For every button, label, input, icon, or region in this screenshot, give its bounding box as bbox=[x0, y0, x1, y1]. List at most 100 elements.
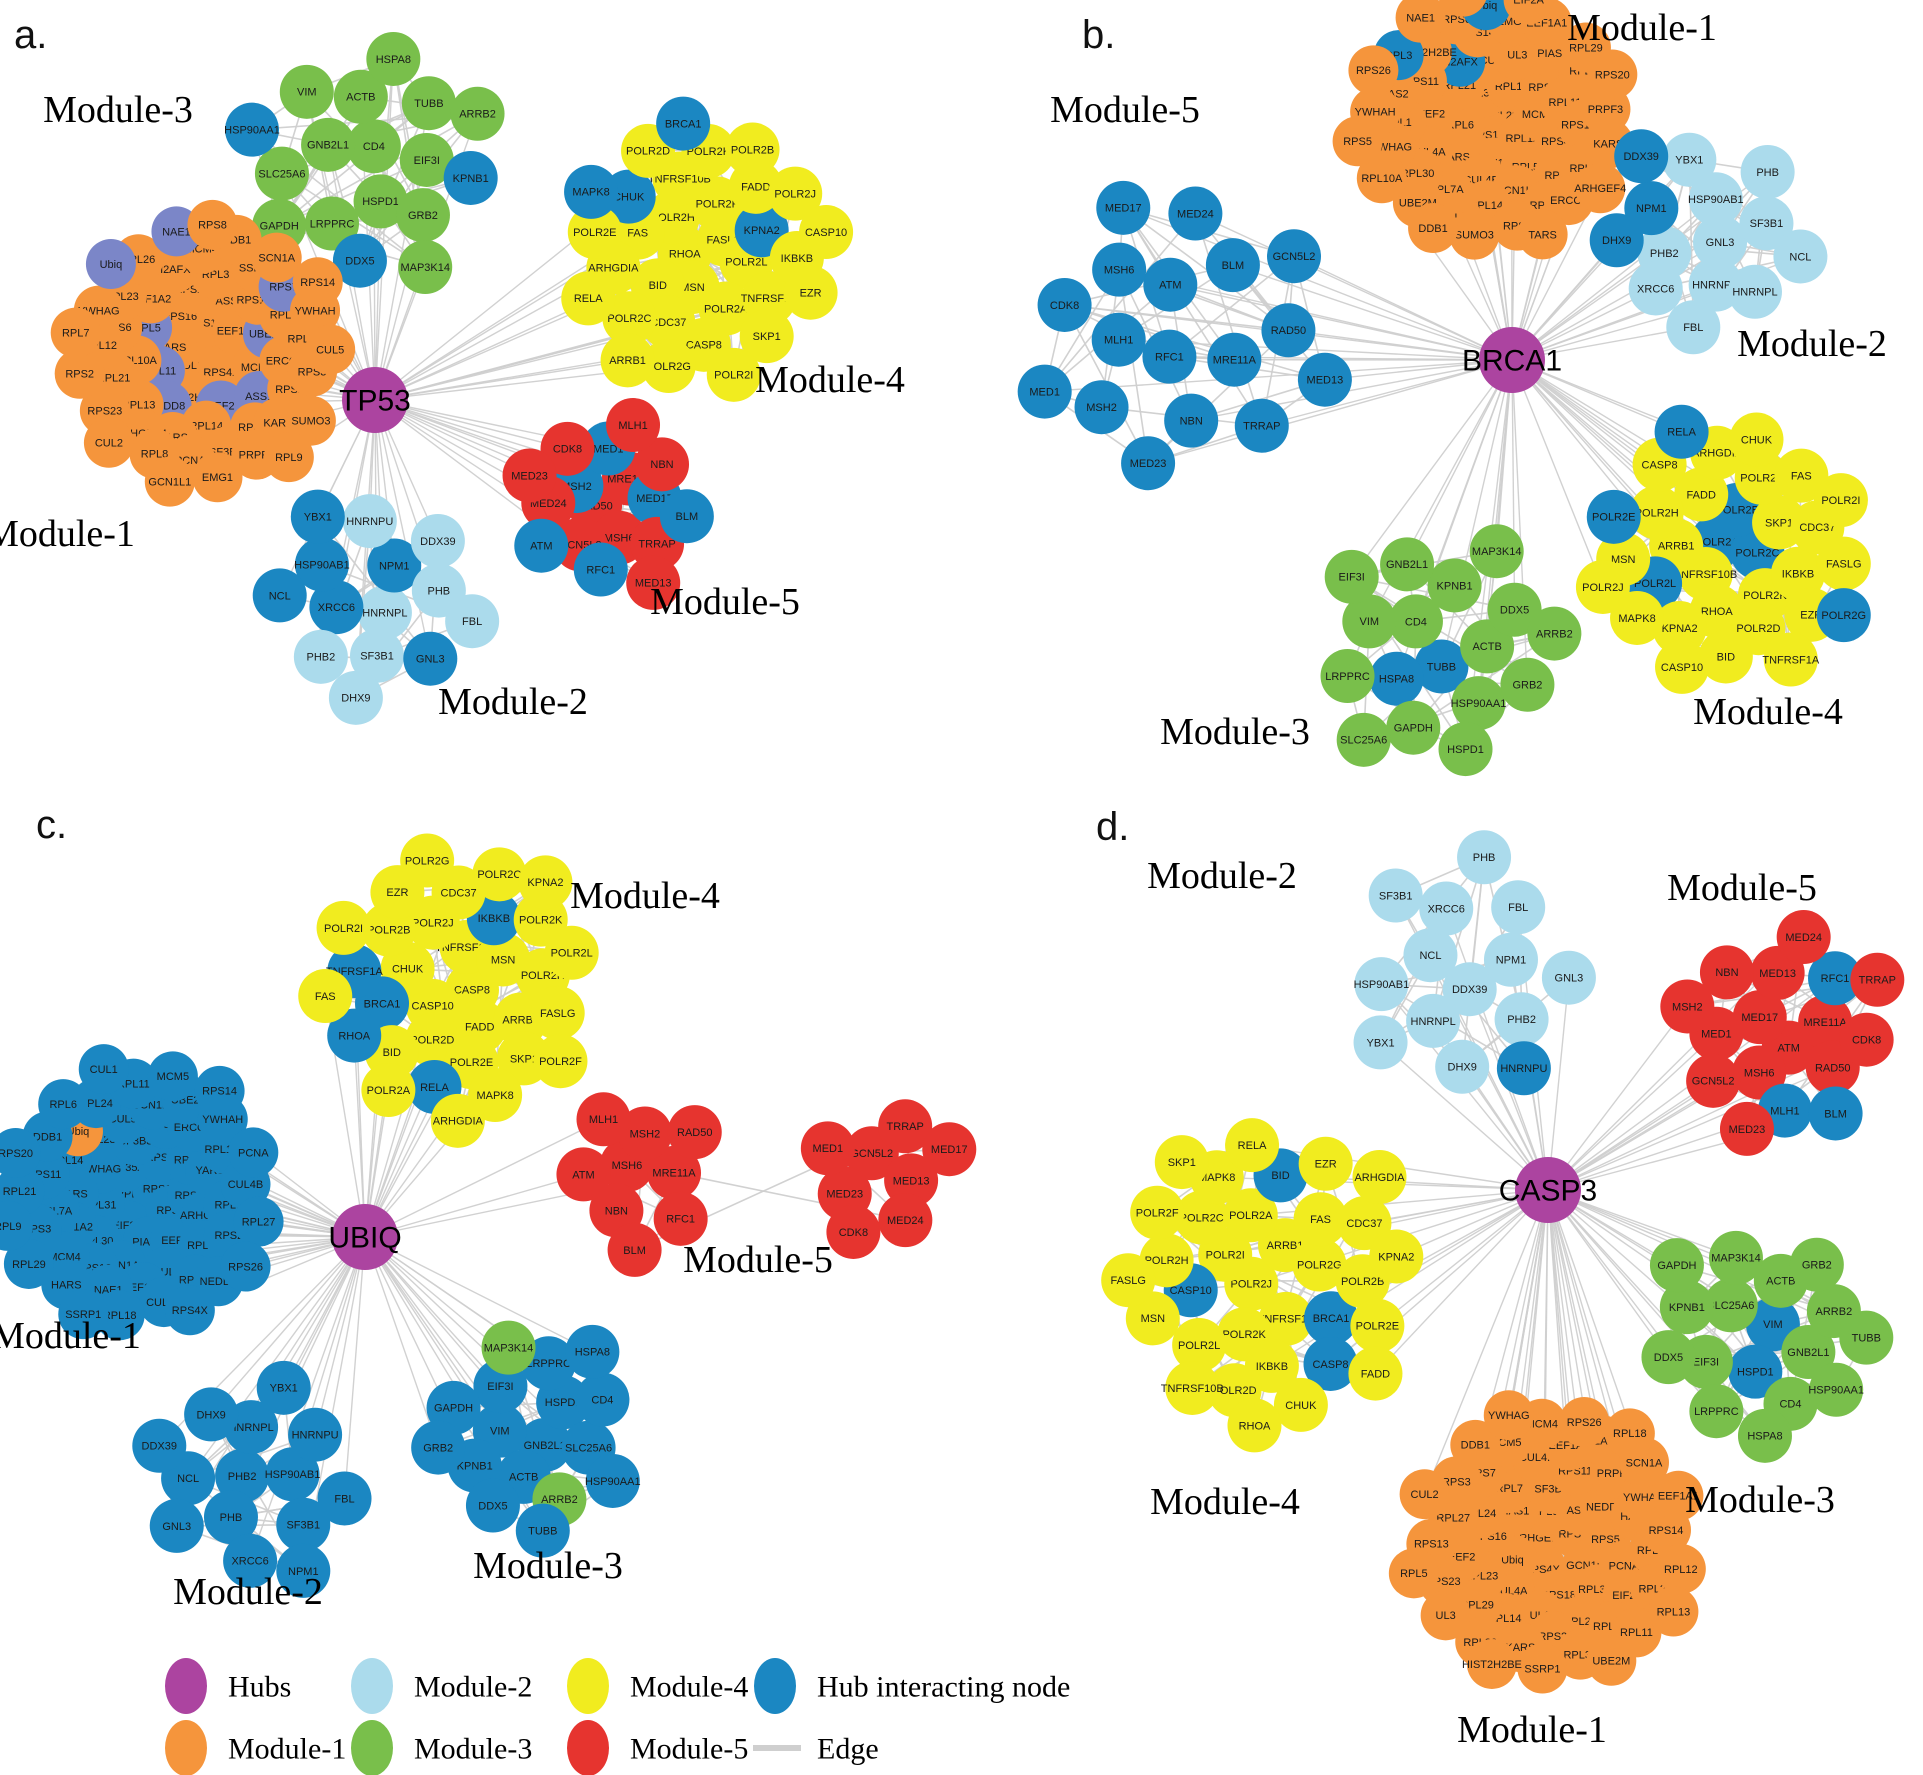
node-label: EZR bbox=[1800, 610, 1822, 622]
node-label: TNFRSF1A bbox=[1762, 654, 1820, 666]
node-rps14: RPS14 bbox=[194, 1065, 245, 1116]
legend-item-m3: Module-3 bbox=[351, 1720, 532, 1775]
node-label: POLR2E bbox=[573, 227, 616, 239]
node-label: CDC37 bbox=[650, 317, 686, 329]
node-hsp90aa1: HSP90AA1 bbox=[224, 102, 280, 157]
node-dhx9: DHX9 bbox=[1589, 213, 1644, 268]
node-label: RAD50 bbox=[1271, 325, 1306, 337]
node-label: HNRNPU bbox=[1500, 1063, 1547, 1075]
module-label-d-module-2: Module-2 bbox=[1147, 855, 1297, 897]
node-label: UBE2M bbox=[1592, 1656, 1630, 1668]
node-sf3b1: SF3B1 bbox=[1368, 868, 1423, 923]
node-label: POLR2A bbox=[1695, 537, 1739, 549]
node-label: DDX39 bbox=[1623, 151, 1658, 163]
node-label: YBX1 bbox=[1366, 1037, 1394, 1049]
node-label: POLR2J bbox=[1582, 582, 1624, 594]
node-label: RPL6 bbox=[49, 1099, 77, 1111]
panel-letter-d: d. bbox=[1096, 805, 1129, 849]
node-label: HNRNPU bbox=[346, 516, 393, 528]
node-npm1: NPM1 bbox=[367, 538, 422, 593]
node-label: SF3B1 bbox=[360, 651, 394, 663]
node-label: HSPA8 bbox=[1747, 1431, 1782, 1443]
node-label: PIAS1 bbox=[1537, 48, 1568, 60]
panel-letter-b: b. bbox=[1082, 13, 1115, 57]
node-label: MED1 bbox=[813, 1143, 844, 1155]
node-label: MAP3K14 bbox=[400, 262, 450, 274]
node-label: IKBKB bbox=[1782, 569, 1814, 581]
node-label: RFC1 bbox=[1821, 973, 1850, 985]
node-label: DDB1 bbox=[33, 1131, 62, 1143]
node-label: RPS3 bbox=[1442, 1476, 1471, 1488]
node-label: POLR2G bbox=[646, 361, 691, 373]
node-label: BRCA1 bbox=[665, 118, 702, 130]
module-label-d-module-3: Module-3 bbox=[1685, 1479, 1835, 1521]
node-label: TUBB bbox=[528, 1526, 557, 1538]
node-polr2c: POLR2C bbox=[602, 291, 657, 346]
node-hsp90aa1: HSP90AA1 bbox=[1451, 676, 1506, 731]
node-label: ARHGDIA bbox=[1692, 448, 1743, 460]
module-label-b-module-5: Module-5 bbox=[1050, 89, 1200, 131]
node-label: MED1 bbox=[1029, 386, 1060, 398]
node-label: SKP1 bbox=[1168, 1157, 1196, 1169]
node-label: HNRNPU bbox=[1692, 279, 1739, 291]
node-rps20: RPS20 bbox=[1587, 49, 1638, 100]
node-label: RPS14 bbox=[300, 277, 335, 289]
panel-a-nodes: CD4 HSPD1 GNB2L1 EIF3I LRPPRC ACTB GRB2 SLC25A6… bbox=[50, 31, 854, 725]
node-polr2l: POLR2L bbox=[544, 925, 599, 980]
node-label: SKP1 bbox=[510, 1053, 538, 1065]
node-label: GNB2L1 bbox=[1386, 559, 1428, 571]
node-phb: PHB bbox=[1457, 830, 1512, 885]
node-label: RPS5 bbox=[1343, 136, 1372, 148]
node-label: RELA bbox=[1238, 1140, 1267, 1152]
node-label: IKBKB bbox=[781, 253, 813, 265]
node-label: GNL3 bbox=[1706, 237, 1735, 249]
node-rps26: RPS26 bbox=[1559, 1397, 1610, 1448]
node-label: NAE1 bbox=[162, 226, 191, 238]
node-med17: MED17 bbox=[1732, 990, 1787, 1045]
node-label: ATM bbox=[572, 1169, 594, 1181]
node-med24: MED24 bbox=[1776, 910, 1831, 965]
node-label: GRB2 bbox=[423, 1442, 453, 1454]
node-label: SLC25A6 bbox=[565, 1443, 612, 1455]
node-label: POLR2A bbox=[1229, 1210, 1273, 1222]
node-cd4: CD4 bbox=[1388, 594, 1443, 649]
node-polr2h: POLR2H bbox=[1629, 485, 1684, 540]
node-sumo3: SUMO3 bbox=[285, 395, 336, 446]
node-label: SF3B1 bbox=[1750, 218, 1784, 230]
node-label: TNFRSF10B bbox=[648, 174, 711, 186]
node-label: RPL12 bbox=[1664, 1564, 1698, 1576]
node-hist2h2be: HIST2H2BE bbox=[1462, 1638, 1522, 1689]
node-label: POLR2F bbox=[539, 1056, 582, 1068]
node-label: CUL4B bbox=[228, 1179, 263, 1191]
node-grb2: GRB2 bbox=[1789, 1237, 1844, 1292]
node-chuk: CHUK bbox=[1273, 1377, 1328, 1432]
node-label: ARHGDIA bbox=[433, 1116, 484, 1128]
node-label: HSP90AB1 bbox=[265, 1469, 321, 1481]
node-label: GNL3 bbox=[1555, 973, 1584, 985]
node-label: SKP1 bbox=[753, 331, 781, 343]
node-label: TNFRSF10B bbox=[1674, 569, 1737, 581]
node-label: MED17 bbox=[931, 1144, 968, 1156]
node-slc25a6: SLC25A6 bbox=[1336, 712, 1391, 767]
node-label: VIM bbox=[1360, 616, 1380, 628]
node-actb: ACTB bbox=[333, 69, 388, 124]
node-atm: ATM bbox=[514, 518, 569, 573]
panel-d-nodes: DDX39 NCL NPM1 HNRNPL XRCC6 PHB2 HSP90AB1 FBL DH… bbox=[1101, 830, 1905, 1694]
node-label: ARHGDIA bbox=[588, 262, 639, 274]
module-label-a-module-4: Module-4 bbox=[755, 359, 905, 401]
node-rps16: RPS16 bbox=[1438, 0, 1487, 17]
module-label-a-module-3: Module-3 bbox=[43, 89, 193, 131]
node-rela: RELA bbox=[1225, 1118, 1280, 1173]
node-label: MED13 bbox=[1307, 375, 1344, 387]
node-label: PRPF3 bbox=[1588, 104, 1623, 116]
node-eif3i: EIF3I bbox=[1324, 549, 1379, 604]
legend-label: Hubs bbox=[228, 1671, 291, 1704]
node-label: HIST2H2BE bbox=[1462, 1659, 1522, 1671]
node-label: SSRP1 bbox=[65, 1309, 101, 1321]
node-msh2: MSH2 bbox=[1660, 979, 1715, 1034]
node-label: MED23 bbox=[511, 470, 548, 482]
node-label: MSH2 bbox=[1672, 1001, 1703, 1013]
node-label: POLR2I bbox=[714, 370, 753, 382]
node-eef1a1: EEF1A1 bbox=[1653, 1470, 1704, 1521]
node-slc25a6: SLC25A6 bbox=[1703, 1278, 1758, 1333]
